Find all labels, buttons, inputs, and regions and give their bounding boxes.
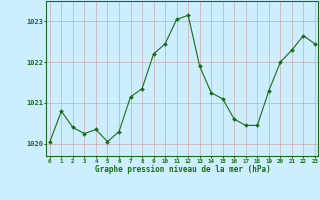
X-axis label: Graphe pression niveau de la mer (hPa): Graphe pression niveau de la mer (hPa) bbox=[94, 165, 270, 174]
